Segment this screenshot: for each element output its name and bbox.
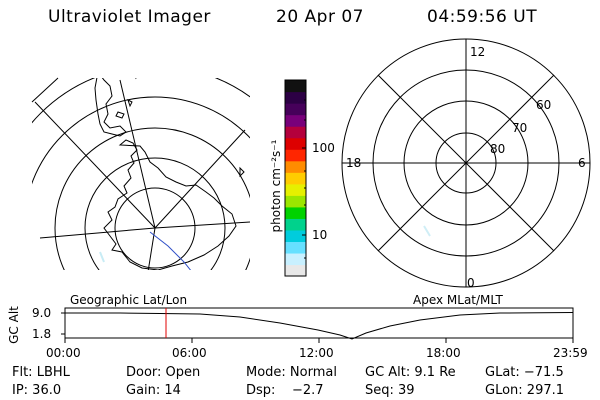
timeline-xtick-0000: 00:00 bbox=[46, 346, 81, 360]
observation-time: 04:59:56 UT bbox=[427, 7, 538, 27]
colorbar-band bbox=[285, 183, 306, 196]
colorbar-ticks bbox=[302, 99, 306, 259]
colorbar-band bbox=[285, 264, 306, 277]
colorbar-tick-10: 10 bbox=[312, 228, 328, 242]
color-scale-bar bbox=[284, 79, 307, 277]
gc-alt-curve bbox=[65, 312, 574, 340]
colorbar-band bbox=[285, 252, 306, 266]
timeline-xtick-1200: 12:00 bbox=[299, 346, 334, 360]
mlat-label-70: 70 bbox=[512, 121, 528, 135]
colorbar-band bbox=[285, 91, 306, 104]
geo-map-caption: Geographic Lat/Lon bbox=[70, 293, 188, 307]
timeline-xtick-0600: 06:00 bbox=[172, 346, 207, 360]
antarctica-outline bbox=[103, 139, 237, 270]
polar-aurora-faint bbox=[423, 225, 431, 237]
latitude-circles bbox=[32, 78, 250, 270]
colorbar-band bbox=[285, 126, 306, 139]
timeline-ytick-low: 1.8 bbox=[32, 327, 52, 341]
ip-status: IP: 36.0 bbox=[12, 383, 62, 398]
gc-alt-timeline bbox=[61, 307, 574, 343]
timeline-ticks bbox=[61, 312, 574, 343]
mlt-label-12: 12 bbox=[470, 45, 486, 59]
seq-status: Seq: 39 bbox=[365, 383, 415, 398]
colorbar-tick-100: 100 bbox=[312, 141, 335, 155]
longitude-lines bbox=[34, 79, 250, 270]
aurora-faint bbox=[99, 251, 105, 263]
mlt-label-6: 6 bbox=[578, 156, 586, 170]
gain-status: Gain: 14 bbox=[126, 383, 181, 398]
mlt-label-18: 18 bbox=[346, 156, 362, 170]
gc-alt-status: GC Alt: 9.1 Re bbox=[365, 365, 456, 380]
glon-status: GLon: 297.1 bbox=[485, 383, 565, 398]
polar-grid bbox=[341, 38, 591, 288]
colorbar-band bbox=[285, 114, 306, 127]
timeline-ytick-high: 9.0 bbox=[32, 306, 52, 320]
mlt-label-0: 0 bbox=[467, 276, 475, 290]
colorbar-label: photon cm⁻²s⁻¹ bbox=[269, 139, 283, 233]
glat-status: GLat: −71.5 bbox=[485, 365, 564, 380]
colorbar-band bbox=[285, 241, 306, 254]
timeline-y-label: GC Alt bbox=[7, 306, 21, 344]
colorbar-band bbox=[285, 195, 306, 208]
map-boundary bbox=[31, 77, 59, 103]
ground-track bbox=[149, 231, 193, 270]
colorbar-band bbox=[285, 103, 306, 116]
colorbar-band bbox=[285, 160, 306, 173]
door-status: Door: Open bbox=[126, 365, 201, 380]
mlat-label-60: 60 bbox=[536, 98, 552, 112]
colorbar-band bbox=[285, 137, 306, 150]
colorbar-band bbox=[285, 149, 306, 162]
colorbar-band bbox=[285, 206, 306, 219]
colorbar-band bbox=[285, 172, 306, 185]
colorbar-band bbox=[285, 80, 306, 93]
timeline-xtick-1800: 18:00 bbox=[426, 346, 461, 360]
observation-date: 20 Apr 07 bbox=[276, 7, 364, 27]
dsp-status: Dsp: −2.7 bbox=[246, 383, 324, 398]
colorbar-band bbox=[285, 218, 306, 231]
colorbar-band bbox=[285, 229, 306, 243]
instrument-title: Ultraviolet Imager bbox=[48, 7, 211, 27]
mlat-label-80: 80 bbox=[490, 142, 506, 156]
islands-outline bbox=[115, 78, 245, 178]
mode-status: Mode: Normal bbox=[246, 365, 337, 380]
south-america-outline bbox=[94, 78, 127, 137]
polar-grid-caption: Apex MLat/MLT bbox=[413, 293, 503, 307]
timeline-xtick-2359: 23:59 bbox=[553, 346, 588, 360]
geographic-map bbox=[32, 78, 250, 270]
filter-status: Flt: LBHL bbox=[12, 365, 70, 380]
